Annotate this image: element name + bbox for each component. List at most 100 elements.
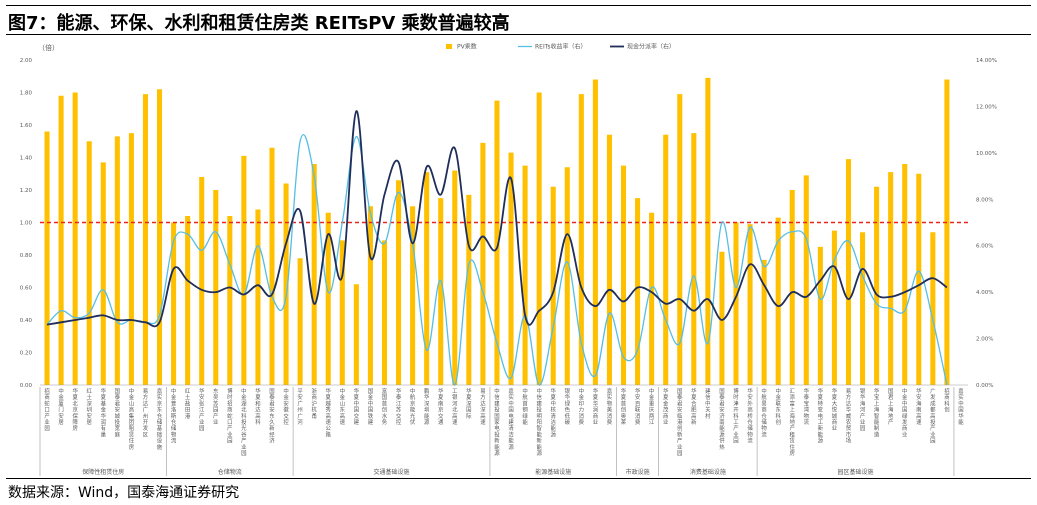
category-label: 易方达华威农贸市场 — [846, 388, 852, 445]
category-label: 建信中关村 — [705, 387, 711, 420]
bar — [635, 198, 641, 385]
group-label: 仓储物流 — [218, 468, 242, 476]
left-axis: 0.00 0.20 0.40 0.60 0.80 1.00 1.20 1.40 1.60 1.80… — [20, 58, 33, 389]
line-series — [46, 110, 948, 386]
category-label: 嘉实中国电建清洁能源 — [508, 387, 514, 451]
title-top-rule — [6, 5, 1031, 6]
bar — [775, 217, 781, 385]
left-tick-label: 0.40 — [20, 318, 33, 324]
category-label: 红土盐田港 — [185, 387, 191, 420]
right-tick-label: 4.00% — [976, 290, 993, 296]
category-label: 东吴苏园产业 — [213, 387, 219, 426]
dividend-yield-line — [46, 133, 948, 386]
category-label: 华夏基金华润有巢 — [101, 387, 107, 438]
category-label: 华夏大悦城商业 — [832, 387, 838, 432]
bar — [410, 206, 416, 385]
category-label: 富国首创水务 — [382, 387, 388, 426]
category-label: 华泰宝湾物流 — [804, 387, 810, 426]
bar — [578, 94, 584, 385]
category-label: 华夏中核清洁能源 — [551, 387, 557, 438]
category-label: 汇添富上海地产租赁住房 — [790, 387, 796, 457]
category-label: 中金山东高速 — [340, 387, 346, 426]
left-tick-label: 1.20 — [20, 188, 33, 194]
bar — [86, 141, 92, 385]
category-label: 中金重庆两江 — [649, 387, 655, 426]
category-label: 国泰君安城投宽庭 — [115, 388, 121, 438]
right-tick-label: 0.00% — [976, 383, 993, 389]
category-label: 中金普洛斯仓储物流 — [171, 387, 177, 445]
category-label: 中金湖北科投光谷产业园 — [241, 387, 247, 457]
category-label: 中信建投明阳智能新能源 — [536, 387, 542, 457]
bar — [831, 230, 837, 385]
category-label: 国泰君安东久新经济 — [269, 388, 275, 445]
right-tick-label: 12.00% — [976, 104, 997, 110]
category-label: 易方达广州开发区 — [143, 388, 149, 438]
left-tick-label: 1.60 — [20, 123, 33, 129]
bar — [100, 162, 106, 385]
legend-swatch-bar — [446, 44, 452, 49]
category-label: 华泰江苏交控 — [396, 387, 402, 426]
left-tick-label: 1.00 — [20, 221, 33, 227]
category-label: 国金中国铁建 — [368, 388, 374, 426]
category-label: 国泰君安临港创新产业园 — [677, 388, 683, 457]
bar — [213, 190, 219, 385]
legend-label: 现金分派率（右） — [627, 43, 675, 51]
category-label: 工银河北高速 — [452, 388, 458, 426]
bar — [536, 92, 542, 385]
chart-area: PV乘数 REITs收益率（右） 现金分派率（右） （倍） 0.00 0.20 0.40… — [6, 38, 1031, 485]
bar — [452, 170, 458, 385]
bar — [339, 240, 345, 385]
bar — [550, 186, 556, 385]
right-tick-label: 8.00% — [976, 197, 993, 203]
bar — [241, 155, 247, 385]
right-axis: 0.00% 2.00% 4.00% 6.00% 8.00% 10.00% 12.00% 14.… — [976, 58, 997, 389]
category-label: 华夏金茂商业 — [663, 387, 669, 426]
chart-svg: PV乘数 REITs收益率（右） 现金分派率（右） （倍） 0.00 0.20 0.40… — [20, 43, 997, 485]
bar — [381, 240, 388, 385]
category-label: 嘉实物美消费 — [607, 387, 613, 426]
category-labels: 招商蛇口产业园 中金厦门安居 华夏北京保障房 红土深圳安居 华夏基金华润有巢 国泰君安城投… — [44, 387, 964, 457]
group-label: 市政设施 — [626, 468, 650, 476]
bar — [916, 173, 922, 385]
group-label: 交通基础设施 — [374, 468, 410, 476]
group-label: 能源基础设施 — [535, 468, 571, 476]
category-label: 国泰君安济南能源供热 — [719, 388, 725, 451]
category-label: 银华海河产业园 — [860, 387, 866, 432]
bar — [438, 198, 444, 385]
bar — [888, 172, 894, 385]
group-label: 保障性租赁住房 — [82, 468, 124, 476]
category-label: 易方达深高速 — [480, 388, 486, 426]
category-label: 华夏越秀高速公路 — [326, 387, 332, 438]
bar — [424, 172, 430, 385]
bar — [156, 89, 163, 385]
category-label: 招商蛇口产业园 — [44, 387, 50, 432]
left-tick-label: 1.80 — [20, 91, 33, 97]
category-label: 嘉实京东仓储基础设施 — [157, 387, 163, 451]
bar — [353, 284, 359, 385]
category-label: 博时招商蛇口产业园 — [227, 387, 233, 445]
bar — [466, 194, 472, 385]
bar — [227, 216, 233, 385]
source-note: 数据来源：Wind，国泰海通证券研究 — [8, 485, 240, 501]
cash-distribution-line — [46, 110, 948, 328]
category-label: 中金中国绿发商业 — [902, 387, 908, 438]
bar — [719, 251, 725, 385]
bar — [171, 222, 177, 385]
category-label: 中航易商仓储物流 — [761, 387, 767, 438]
bar — [944, 79, 950, 385]
category-label: 中航首钢绿能 — [522, 387, 528, 426]
bar — [142, 94, 148, 385]
category-label: 招商科创 — [944, 387, 950, 414]
bar — [283, 183, 289, 385]
category-label: 华夏首创奥莱 — [621, 387, 627, 426]
bar — [367, 206, 373, 385]
left-axis-unit: （倍） — [38, 43, 59, 52]
bar — [325, 212, 331, 385]
bar — [677, 94, 683, 385]
category-label: 中金安徽交控 — [283, 387, 289, 426]
category-label: 中航京能光伏 — [410, 387, 416, 426]
bar — [128, 133, 134, 385]
legend-label: REITs收益率（右） — [535, 43, 587, 51]
category-label: 华夏和达高科 — [255, 387, 261, 426]
bar — [930, 232, 936, 385]
